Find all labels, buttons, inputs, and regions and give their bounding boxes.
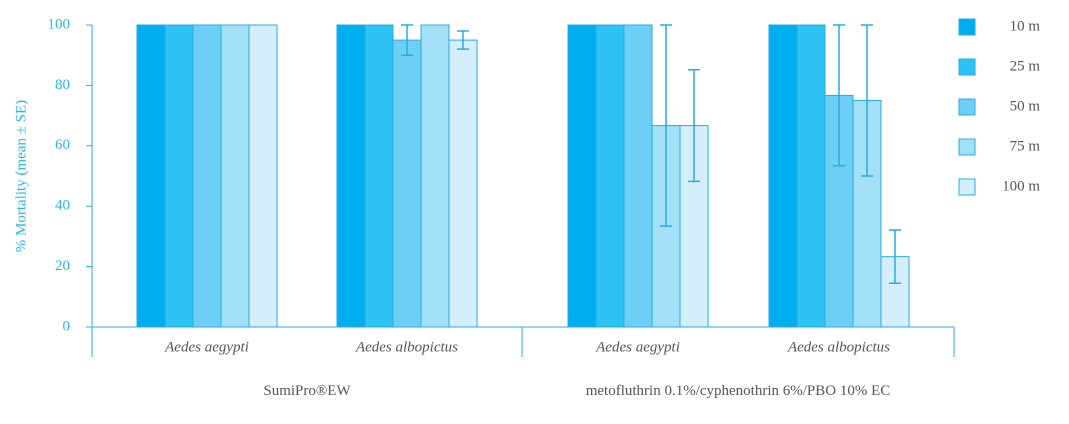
legend-swatch <box>958 178 976 196</box>
group-label: SumiPro®EW <box>263 383 351 399</box>
legend-label: 25 m <box>1010 58 1041 74</box>
y-tick-label: 40 <box>55 198 70 214</box>
error-bar <box>861 24 873 177</box>
error-bar <box>833 24 845 167</box>
bar <box>364 24 394 328</box>
x-tick-label: Aedes albopictus <box>355 339 458 355</box>
bar <box>623 24 653 328</box>
x-tick-label: Aedes aegypti <box>595 339 680 355</box>
legend-label: 100 m <box>1002 178 1040 194</box>
error-bar <box>660 24 672 227</box>
bar <box>136 24 166 328</box>
bar <box>567 24 597 328</box>
bar <box>392 39 422 328</box>
x-tick-label: Aedes aegypti <box>164 339 249 355</box>
bar <box>220 24 250 328</box>
bar <box>192 24 222 328</box>
bar <box>248 24 278 328</box>
legend-swatch <box>958 58 976 76</box>
bar <box>336 24 366 328</box>
x-tick-label: Aedes albopictus <box>787 339 890 355</box>
y-tick-label: 0 <box>63 318 71 334</box>
error-bar <box>889 229 901 284</box>
bar <box>768 24 798 328</box>
legend-label: 50 m <box>1010 98 1041 114</box>
legend-swatch <box>958 138 976 156</box>
bar <box>796 24 826 328</box>
group-label: metofluthrin 0.1%/cyphenothrin 6%/PBO 10… <box>585 383 891 399</box>
bar <box>420 24 450 328</box>
bar <box>164 24 194 328</box>
y-axis-label: % Mortality (mean ± SE) <box>13 100 29 252</box>
bar <box>448 39 478 328</box>
legend-label: 10 m <box>1010 18 1041 34</box>
y-tick-label: 60 <box>55 137 70 153</box>
bar <box>595 24 625 328</box>
legend-swatch <box>958 18 976 36</box>
error-bar <box>401 24 413 56</box>
legend-swatch <box>958 98 976 116</box>
error-bar <box>457 30 469 50</box>
y-tick-label: 20 <box>55 258 70 274</box>
y-tick-label: 100 <box>48 16 71 32</box>
error-bar <box>688 68 700 183</box>
y-tick-label: 80 <box>55 77 70 93</box>
legend-label: 75 m <box>1010 138 1041 154</box>
